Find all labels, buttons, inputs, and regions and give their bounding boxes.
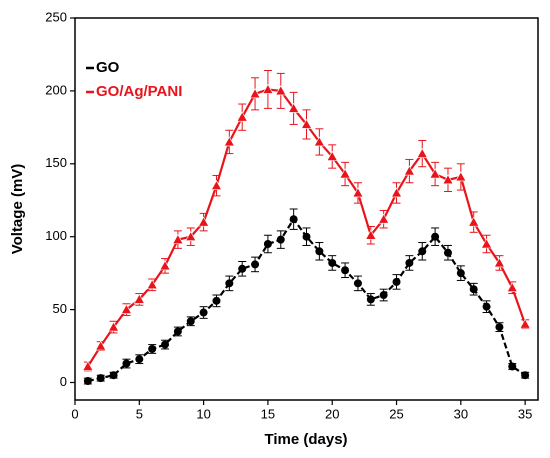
y-tick-label: 250 — [45, 9, 67, 24]
x-tick-label: 30 — [454, 406, 468, 421]
marker — [96, 374, 105, 383]
marker — [288, 102, 300, 113]
y-tick-label: 150 — [45, 155, 67, 170]
marker — [223, 136, 235, 147]
marker — [392, 277, 401, 286]
marker — [493, 257, 505, 268]
marker — [249, 88, 261, 99]
marker — [302, 232, 311, 241]
marker — [276, 235, 285, 244]
marker — [82, 360, 94, 371]
marker — [418, 247, 427, 256]
marker — [379, 291, 388, 300]
x-tick-label: 15 — [261, 406, 275, 421]
legend-label: GO/Ag/PANI — [96, 83, 182, 100]
marker — [443, 248, 452, 257]
marker — [148, 344, 157, 353]
marker — [120, 303, 132, 314]
marker — [198, 216, 210, 227]
x-tick-label: 20 — [325, 406, 339, 421]
marker — [159, 260, 171, 271]
y-tick-label: 0 — [60, 374, 67, 389]
marker — [328, 258, 337, 267]
y-tick-label: 50 — [53, 301, 67, 316]
marker — [519, 318, 531, 329]
marker — [83, 377, 92, 386]
marker — [173, 327, 182, 336]
marker — [210, 180, 222, 190]
x-tick-label: 35 — [518, 406, 532, 421]
marker — [122, 359, 131, 368]
marker — [236, 111, 248, 122]
x-tick-label: 5 — [136, 406, 143, 421]
marker — [172, 234, 184, 244]
marker — [482, 302, 491, 311]
y-tick-label: 100 — [45, 228, 67, 243]
marker — [416, 147, 428, 158]
marker — [109, 371, 118, 380]
marker — [469, 285, 478, 294]
marker — [313, 136, 325, 147]
marker — [455, 171, 467, 182]
x-tick-label: 10 — [196, 406, 210, 421]
marker — [262, 83, 274, 94]
y-tick-label: 200 — [45, 82, 67, 97]
marker — [289, 215, 298, 224]
x-tick-label: 0 — [71, 406, 78, 421]
marker — [521, 371, 530, 380]
marker — [326, 150, 338, 161]
marker — [341, 266, 350, 275]
marker — [481, 238, 493, 249]
marker — [186, 317, 195, 326]
marker — [352, 187, 364, 198]
marker — [508, 362, 517, 371]
y-axis-title: Voltage (mV) — [9, 164, 26, 255]
marker — [391, 187, 403, 198]
marker — [275, 85, 287, 96]
marker — [251, 260, 260, 269]
marker — [225, 279, 234, 288]
marker — [300, 118, 313, 129]
marker — [378, 213, 390, 224]
marker — [431, 232, 440, 241]
x-axis-title: Time (days) — [264, 431, 347, 448]
marker — [133, 293, 145, 304]
marker — [468, 216, 480, 227]
marker — [405, 258, 414, 267]
marker — [185, 231, 197, 242]
marker — [199, 308, 208, 317]
marker — [365, 229, 377, 240]
legend-label: GO — [96, 59, 120, 76]
marker — [506, 282, 518, 293]
marker — [238, 264, 247, 273]
marker — [429, 168, 441, 179]
marker — [442, 174, 454, 185]
marker — [212, 296, 221, 305]
marker — [339, 168, 351, 179]
plot-frame — [74, 17, 539, 401]
marker — [108, 321, 120, 332]
marker — [161, 340, 170, 349]
x-tick-label: 25 — [389, 406, 403, 421]
marker — [95, 340, 107, 351]
marker — [315, 247, 324, 256]
marker — [403, 165, 415, 176]
marker — [456, 269, 465, 278]
marker — [495, 323, 504, 332]
marker — [146, 279, 158, 290]
marker — [366, 295, 375, 304]
marker — [135, 355, 144, 364]
marker — [353, 279, 362, 288]
marker — [263, 239, 272, 248]
